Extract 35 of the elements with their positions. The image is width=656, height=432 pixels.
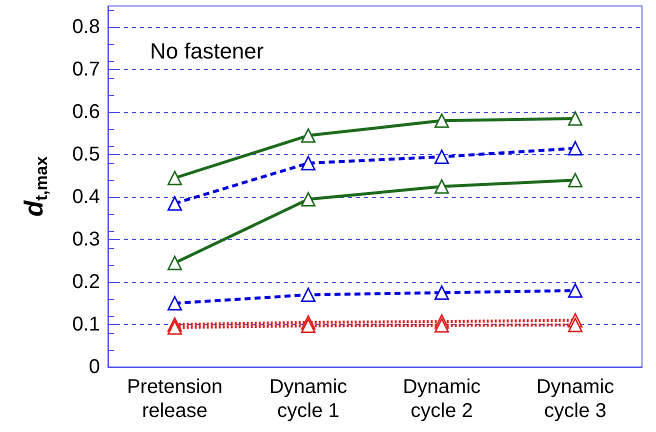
point (434, 113, 449, 128)
y-tick-label: 0.5 (72, 144, 100, 166)
point (568, 111, 582, 126)
x-tick-label: Dynamic cycle 3 (536, 376, 614, 422)
point (568, 172, 582, 188)
point (568, 318, 582, 332)
y-tick-label: 0.6 (72, 101, 100, 124)
annotation: No fastener (150, 38, 264, 64)
y-tick-label: 0.2 (72, 271, 100, 294)
y-tick-label: 0.1 (72, 314, 100, 336)
y-tick-label: 0.7 (72, 58, 100, 81)
point (301, 156, 316, 170)
y-tick-label: 0.3 (72, 228, 100, 251)
y-tick-label: 0 (88, 356, 100, 378)
point (301, 288, 316, 302)
point (434, 179, 449, 194)
x-tick-label: Pretension release (126, 376, 223, 422)
x-tick-label: Dynamic cycle 2 (402, 376, 481, 422)
point (168, 296, 182, 311)
point (301, 128, 316, 143)
point (168, 170, 182, 186)
point (301, 318, 316, 334)
y-tick-label: 0.4 (72, 186, 100, 208)
point (434, 285, 449, 300)
x-tick-label: Dynamic cycle 1 (269, 376, 348, 422)
point (301, 192, 316, 206)
point (434, 150, 449, 164)
y-tick-label: 0.8 (72, 16, 100, 38)
point (168, 196, 182, 211)
point (568, 141, 582, 156)
point (168, 320, 182, 335)
point (168, 256, 182, 270)
point (568, 283, 582, 298)
point (434, 318, 449, 333)
y-axis-title: dt,max (18, 156, 51, 217)
